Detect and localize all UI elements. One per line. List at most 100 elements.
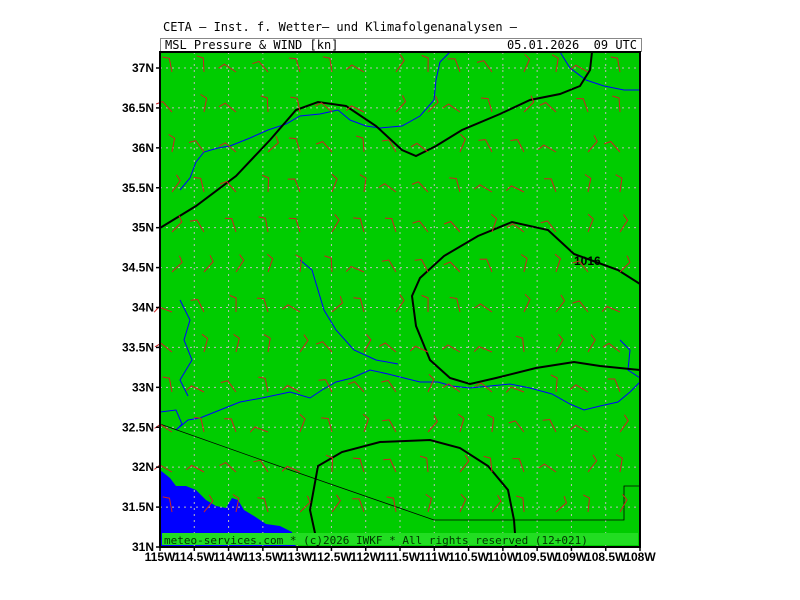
wind-barb — [508, 420, 525, 433]
wind-barb — [619, 494, 628, 513]
lat-label: 33N — [132, 380, 154, 394]
lon-label: 111W — [419, 550, 450, 564]
wind-barb — [510, 139, 525, 153]
wind-barb — [185, 464, 205, 473]
wind-barb — [171, 215, 183, 233]
wind-barb — [257, 497, 269, 513]
wind-barb — [218, 102, 237, 113]
copyright-footer: meteo-services.com * (c)2026 IWKF * All … — [164, 534, 588, 547]
wind-barb — [331, 296, 344, 313]
wind-barb — [381, 379, 397, 393]
wind-barb — [540, 220, 557, 233]
wind-barb — [261, 174, 270, 193]
state-border — [159, 423, 640, 521]
wind-barb — [411, 181, 429, 193]
wind-barb — [258, 376, 269, 393]
wind-barb — [299, 495, 311, 513]
wind-barb — [331, 494, 341, 513]
wind-barb — [619, 255, 631, 273]
lon-label: 114W — [213, 550, 244, 564]
wind-barb — [381, 139, 397, 153]
wind-barb — [347, 381, 365, 393]
wind-barb — [409, 345, 429, 353]
wind-barb — [615, 174, 623, 193]
wind-barb — [474, 303, 493, 313]
wind-barb — [544, 178, 557, 193]
wind-barb — [258, 216, 269, 233]
wind-barb — [584, 174, 592, 193]
wind-barb — [490, 213, 498, 233]
wind-barb — [267, 135, 279, 153]
wind-barb — [287, 178, 301, 193]
wind-barb — [538, 144, 557, 153]
wind-barb — [523, 53, 531, 73]
wind-barb — [188, 140, 205, 153]
wind-barb — [619, 414, 629, 433]
wind-barb — [505, 185, 525, 193]
wind-barb — [425, 493, 433, 513]
wind-barb — [520, 254, 528, 273]
river-2 — [179, 51, 451, 191]
wind-barb — [232, 494, 240, 513]
wind-barb — [219, 180, 237, 193]
wind-barb — [601, 305, 621, 313]
wind-barb — [449, 177, 461, 193]
wind-barb — [315, 341, 333, 353]
product-bar: MSL_Pressure_&_WIND_[kn] 05.01.2026 09 U… — [160, 38, 642, 52]
boundaries — [159, 423, 640, 521]
map-title: CETA — Inst. f. Wetter— und Klimafolgena… — [163, 20, 518, 34]
wind-barb — [322, 56, 333, 73]
lon-label: 111.5W — [380, 550, 421, 564]
wind-barb — [442, 344, 461, 353]
wind-barb — [414, 258, 429, 273]
wind-barb — [189, 219, 205, 233]
wind-barb — [383, 458, 397, 473]
lat-label: 34N — [132, 301, 154, 315]
lat-label: 32.5N — [122, 420, 154, 434]
wind-barb — [459, 454, 470, 473]
wind-barb — [362, 413, 370, 433]
wind-barb — [321, 417, 333, 433]
footer-strip — [162, 533, 638, 545]
lon-label: 113W — [282, 550, 313, 564]
wind-barb — [539, 101, 557, 113]
wind-barb — [235, 254, 245, 273]
wind-barb — [610, 56, 621, 73]
wind-barb — [324, 255, 333, 273]
wind-barb — [587, 334, 596, 353]
lon-label: 112W — [350, 550, 381, 564]
wind-barb — [249, 426, 269, 433]
wind-barb — [299, 334, 309, 353]
valid-time: 05.01.2026 09 UTC — [506, 38, 637, 52]
lat-label: 31N — [132, 540, 154, 554]
wind-barb — [551, 54, 559, 73]
wind-barb — [607, 378, 621, 393]
wind-barb — [604, 140, 621, 153]
wind-barb — [352, 498, 365, 513]
lon-label: 108W — [624, 550, 656, 564]
wind-barb — [384, 217, 397, 233]
latitude-labels: 37N 36.5N 36N 35.5N 35N 34.5N 34N 33.5N 33N 32.5N… — [122, 61, 160, 554]
wind-barb — [386, 496, 397, 513]
isobar-east — [410, 220, 641, 386]
wind-barb — [523, 293, 531, 313]
wind-barb — [331, 173, 338, 193]
wind-barb — [523, 95, 535, 113]
wind-barb — [252, 60, 269, 73]
wind-barb — [219, 462, 237, 473]
wind-barb — [378, 183, 397, 193]
wind-barb — [570, 424, 589, 433]
wind-barb — [381, 259, 397, 273]
wind-barb — [616, 454, 623, 473]
wind-barb — [318, 379, 333, 393]
wind-barb — [474, 184, 493, 193]
wind-barb — [583, 494, 591, 513]
wind-barb — [587, 135, 598, 153]
wind-barb — [353, 297, 365, 313]
lat-label: 36N — [132, 141, 154, 155]
lon-label: 109.5W — [516, 550, 558, 564]
wind-barb — [201, 333, 209, 353]
wind-barb — [483, 455, 493, 473]
wind-barb — [442, 383, 461, 393]
wind-barb — [419, 455, 429, 473]
